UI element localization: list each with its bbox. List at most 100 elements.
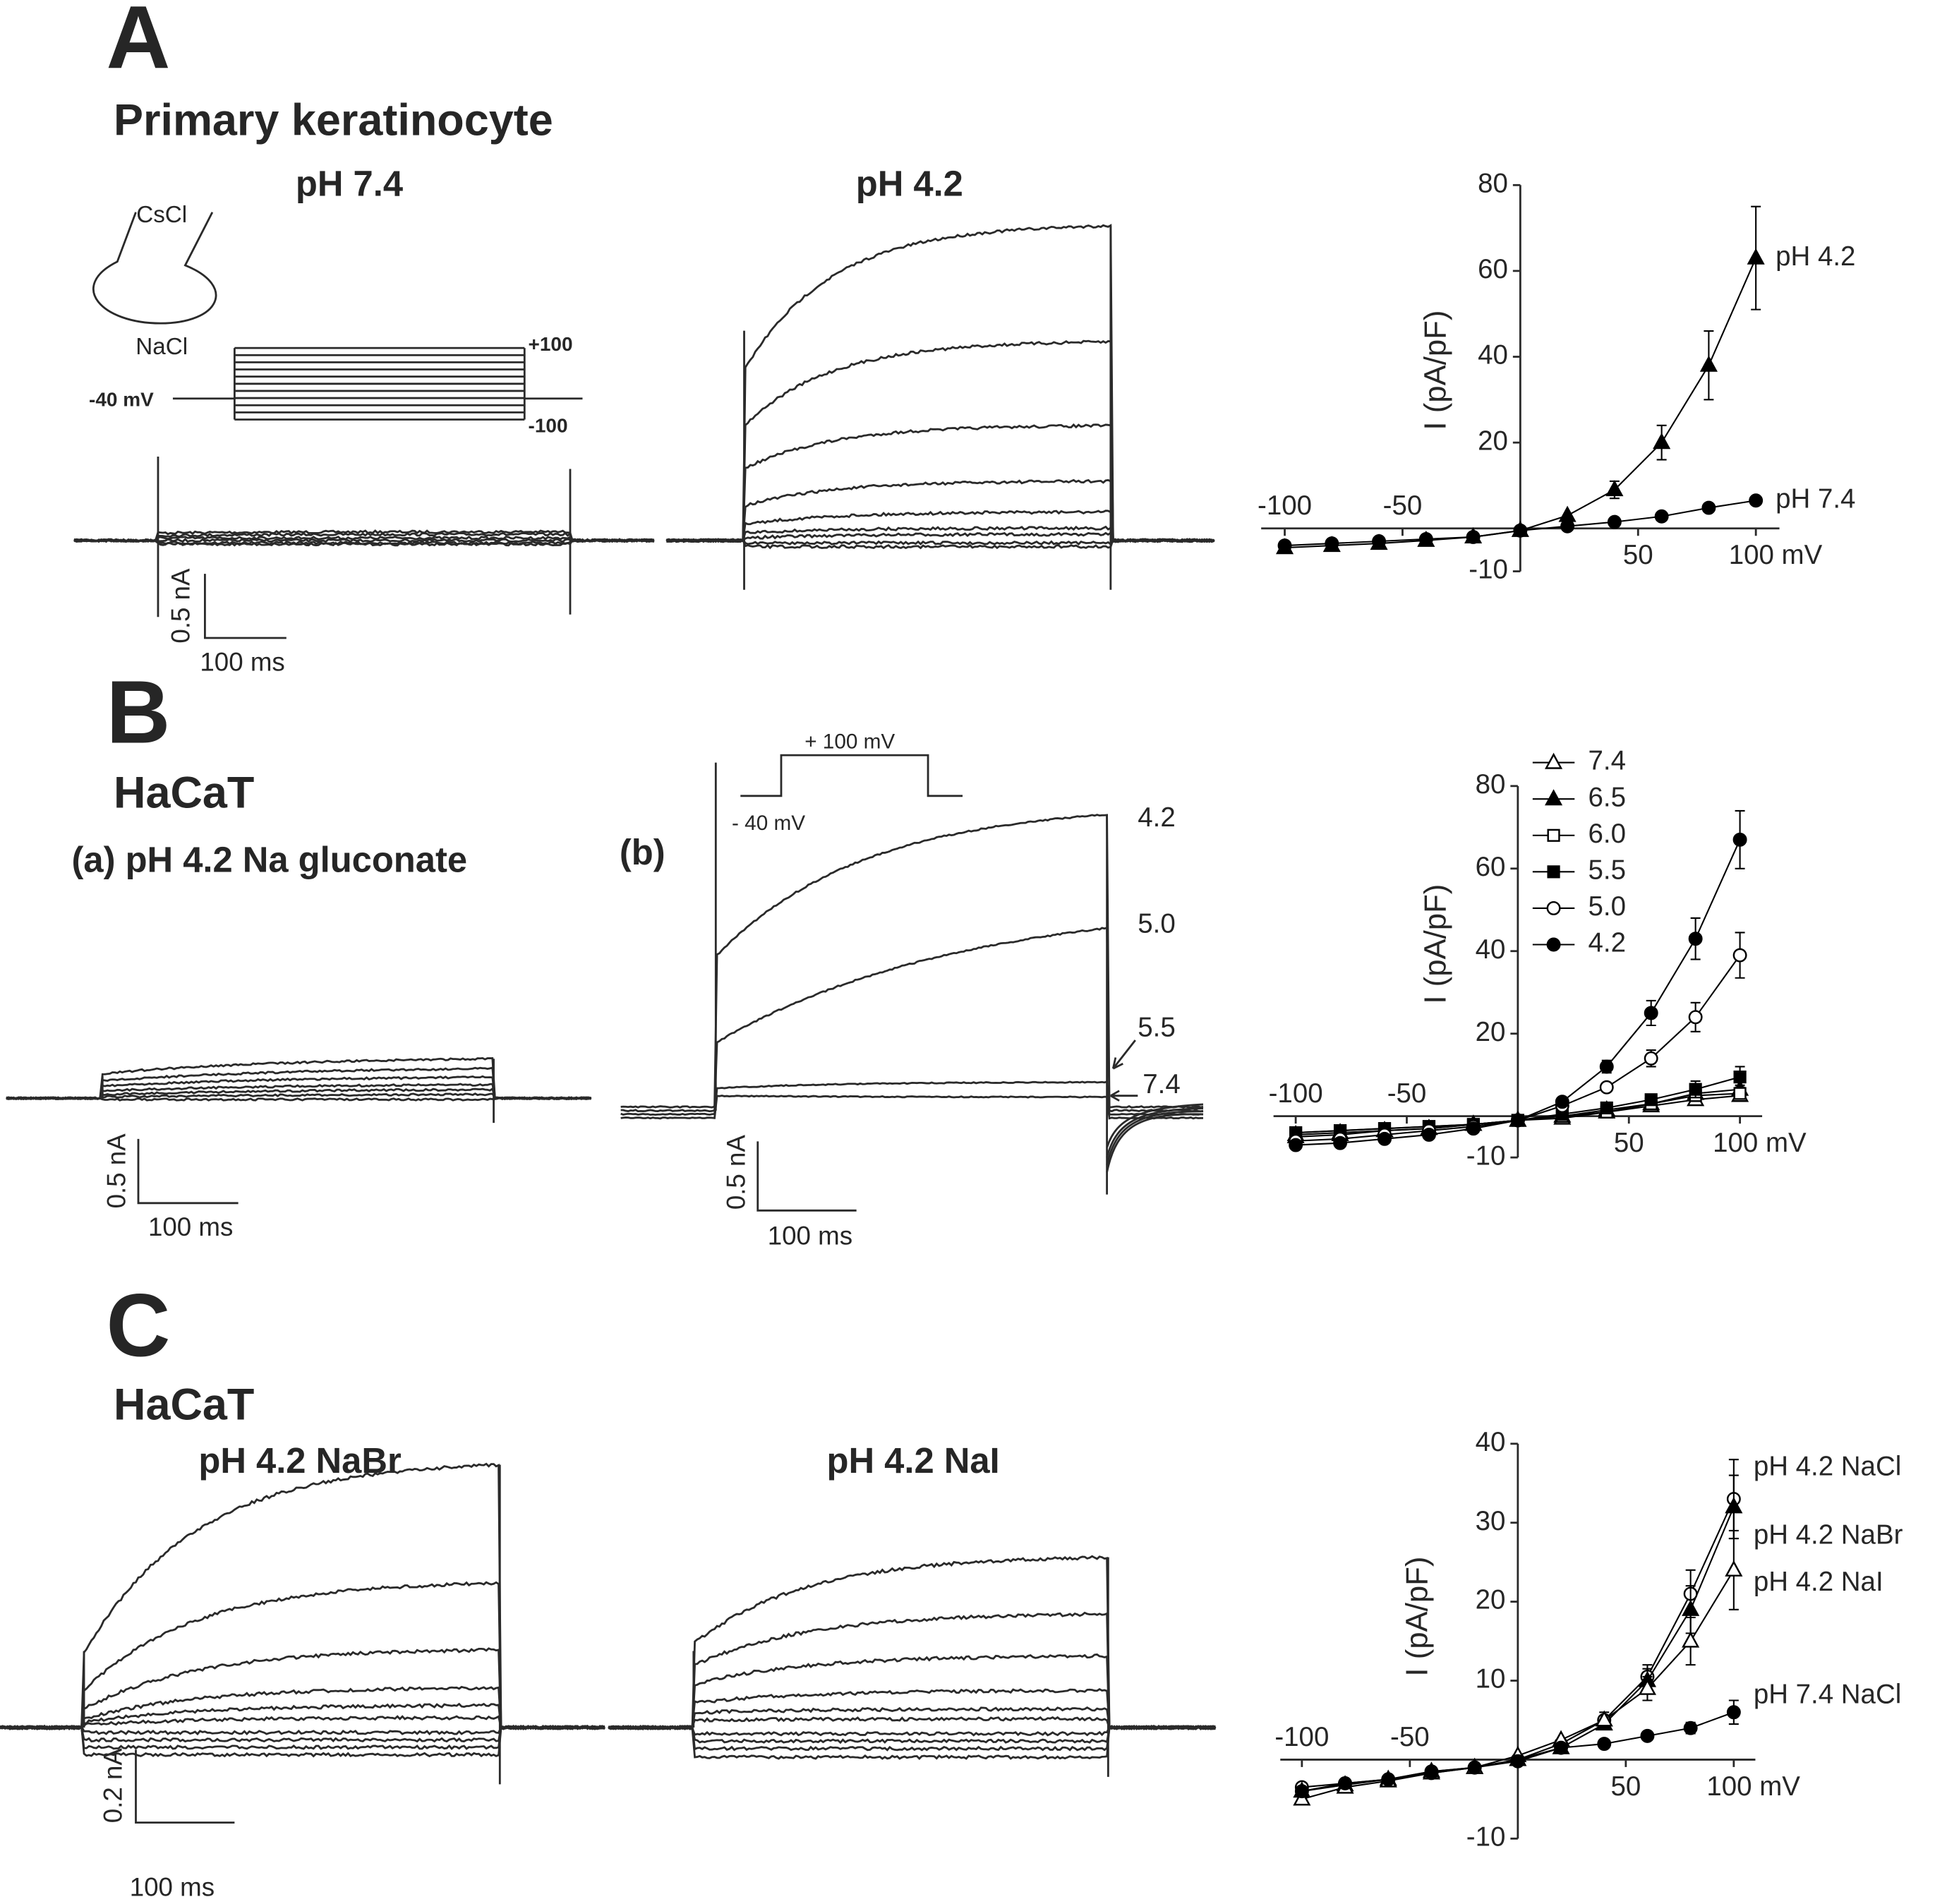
- capacitive-spike: [714, 762, 1108, 1195]
- legend-marker: [1546, 900, 1561, 915]
- current-trace: [0, 1702, 605, 1730]
- data-point: [1277, 538, 1292, 553]
- data-point: [1467, 1760, 1482, 1775]
- data-point: [1599, 1080, 1614, 1095]
- y-tick-label: 60: [1476, 852, 1506, 882]
- protocol-label: + 100 mV: [804, 730, 895, 753]
- current-trace: [6, 1066, 592, 1101]
- scale-bar: [204, 574, 287, 639]
- data-point: [1653, 433, 1671, 450]
- capacitive-spike: [83, 1464, 501, 1785]
- legend-label: 6.5: [1589, 782, 1626, 812]
- data-point: [1289, 1138, 1303, 1152]
- current-trace: [608, 1555, 1216, 1730]
- current-trace: [73, 538, 655, 543]
- trace-title: (a) pH 4.2 Na gluconate: [72, 840, 467, 880]
- capacitive-spike: [101, 1059, 495, 1123]
- series-label: pH 7.4 NaCl: [1754, 1680, 1901, 1710]
- data-point: [1600, 1101, 1613, 1115]
- data-point: [1381, 1772, 1396, 1787]
- current-trace: [73, 531, 654, 543]
- y-tick-label: 40: [1476, 934, 1506, 965]
- current-trace: [608, 1723, 1217, 1761]
- data-point: [1418, 532, 1433, 546]
- x-tick-label: -50: [1390, 1722, 1430, 1752]
- data-point: [1378, 1131, 1392, 1146]
- data-point: [1466, 529, 1481, 544]
- current-trace: [73, 538, 654, 547]
- trace-label: 5.0: [1138, 909, 1175, 939]
- panel-letter: B: [107, 663, 171, 762]
- legend-marker: [1547, 865, 1560, 879]
- bath-label: NaCl: [135, 334, 188, 360]
- data-point: [1607, 514, 1622, 529]
- protocol-label: +100: [529, 333, 573, 355]
- data-point: [1682, 1631, 1700, 1648]
- current-trace: [73, 529, 655, 543]
- data-point: [1595, 1710, 1613, 1727]
- scale-label: 0.2 nA: [98, 1748, 127, 1824]
- x-tick-label: 100 mV: [1729, 540, 1823, 570]
- x-tick-label: -100: [1269, 1078, 1323, 1109]
- x-tick-label: 100 mV: [1713, 1128, 1807, 1158]
- scale-label: 100 ms: [148, 1212, 233, 1241]
- panel-letter: A: [107, 0, 171, 87]
- data-point: [1466, 1121, 1481, 1136]
- tail-current: [1106, 1110, 1203, 1165]
- x-tick-label: -100: [1274, 1722, 1329, 1752]
- protocol-frame: [172, 348, 583, 420]
- y-tick-label: 30: [1476, 1506, 1506, 1536]
- series-label: pH 7.4: [1776, 483, 1855, 514]
- x-tick-label: 50: [1610, 1771, 1641, 1802]
- data-point: [1424, 1766, 1439, 1781]
- y-tick-label: -10: [1469, 555, 1508, 585]
- y-tick-label: 80: [1478, 168, 1508, 198]
- current-trace: [665, 538, 1215, 550]
- scale-label: 0.5 nA: [102, 1133, 131, 1209]
- series-label: pH 4.2: [1776, 241, 1855, 272]
- trace-title: (b): [620, 832, 665, 872]
- capacitive-spike: [692, 1557, 1109, 1777]
- trace-title: pH 4.2: [856, 163, 963, 203]
- data-point: [1733, 1071, 1747, 1084]
- voltage-protocol: [172, 347, 583, 421]
- protocol-label: - 40 mV: [732, 812, 805, 835]
- trace-title: pH 7.4: [296, 163, 403, 203]
- data-point: [1725, 1497, 1743, 1514]
- data-point: [1644, 1093, 1658, 1107]
- legend-marker: [1546, 937, 1561, 952]
- y-tick-label: 40: [1478, 340, 1508, 370]
- y-axis-title: I (pA/pF): [1418, 311, 1453, 430]
- data-point: [1294, 1784, 1309, 1799]
- data-point: [1732, 832, 1747, 847]
- x-tick-label: -100: [1258, 490, 1312, 521]
- series-label: pH 4.2 NaBr: [1754, 1519, 1903, 1550]
- data-point: [1683, 1721, 1698, 1735]
- y-axis-title: I (pA/pF): [1400, 1557, 1435, 1677]
- y-tick-label: 20: [1476, 1585, 1506, 1615]
- scale-bar: [135, 1749, 235, 1824]
- trace-label: 5.5: [1138, 1012, 1175, 1042]
- legend-label: 7.4: [1589, 746, 1626, 776]
- legend-label: 6.0: [1589, 819, 1626, 849]
- data-point: [1699, 355, 1718, 372]
- capacitive-spike: [157, 456, 572, 617]
- data-point: [1555, 1095, 1569, 1109]
- y-tick-label: 10: [1476, 1664, 1506, 1694]
- data-point: [1688, 1010, 1703, 1025]
- data-point: [1510, 1113, 1525, 1128]
- scale-bar: [756, 1141, 857, 1212]
- data-point: [1333, 1135, 1348, 1150]
- data-point: [1513, 523, 1528, 538]
- current-trace: [608, 1724, 1217, 1745]
- panel-title: Primary keratinocyte: [114, 95, 553, 145]
- data-point: [1325, 536, 1339, 551]
- panel-title: HaCaT: [114, 1380, 254, 1430]
- legend-marker: [1545, 752, 1563, 769]
- data-point: [1338, 1776, 1353, 1790]
- tail-current: [1106, 1103, 1204, 1148]
- protocol-label: -40 mV: [89, 389, 154, 411]
- current-trace: [665, 224, 1215, 543]
